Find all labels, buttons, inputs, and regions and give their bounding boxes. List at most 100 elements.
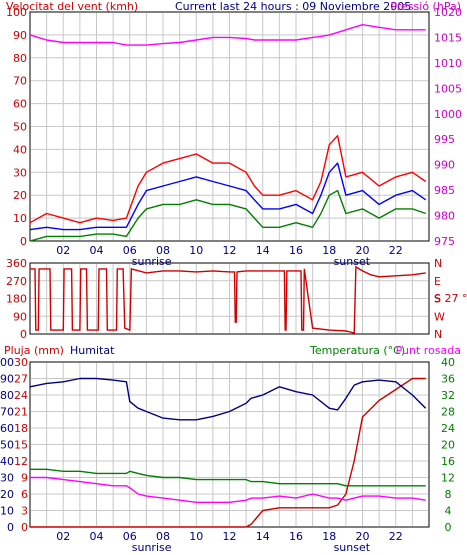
series-line-dewpoint	[30, 476, 426, 503]
pressure-y-tick-label: 1000	[434, 108, 462, 121]
x-tick-label: 08	[156, 530, 170, 543]
series-line-pressure	[29, 24, 426, 46]
humidity-y-tick-label: 80	[0, 389, 14, 402]
direction-y-tick-label: 360	[6, 257, 27, 270]
humidity-y-tick-label: 60	[0, 422, 14, 435]
wind-y-tick-label: 50	[13, 121, 27, 134]
panel-direction-frame	[29, 262, 430, 335]
pressure-y-tick-label: 1015	[434, 31, 462, 44]
temperature-y-tick-label: 12	[441, 472, 455, 485]
rain-y-tick-label: 12	[14, 455, 28, 468]
humidity-y-tick-label: 10	[0, 505, 14, 518]
direction-y-tick-label: 270	[6, 275, 27, 288]
temperature-y-tick-label: 16	[441, 455, 455, 468]
grid-layer	[31, 13, 428, 526]
rain-y-tick-label: 6	[21, 488, 28, 501]
rain-title: Pluja (mm)	[4, 344, 64, 357]
series-line-direction	[30, 265, 426, 334]
rain-y-tick-label: 9	[21, 472, 28, 485]
x-tick-label: 04	[90, 244, 104, 257]
rain-y-tick-label: 30	[14, 356, 28, 369]
current-direction: S 27 °	[434, 292, 467, 305]
direction-compass-label: W	[434, 310, 445, 323]
pressure-y-tick-label: 990	[434, 159, 455, 172]
humidity-y-tick-label: 100	[0, 356, 14, 369]
wind-y-tick-label: 10	[13, 212, 27, 225]
current-date-title: Current last 24 hours : 09 Noviembre 200…	[175, 0, 411, 13]
x-tick-label: 16	[289, 244, 303, 257]
wind-y-tick-label: 20	[13, 189, 27, 202]
x-tick-label: 18	[322, 244, 336, 257]
series-line-min	[29, 189, 426, 242]
wind-y-tick-label: 100	[6, 6, 27, 19]
x-tick-label: 20	[356, 244, 370, 257]
pressure-y-tick-label: 985	[434, 184, 455, 197]
series-line-humidity	[29, 377, 427, 421]
x-tick-label: 14	[256, 244, 270, 257]
humidity-y-tick-label: 90	[0, 373, 14, 386]
humidity-title: Humitat	[70, 344, 115, 357]
temperature-y-tick-label: 36	[441, 373, 455, 386]
wind-title: Velocitat del vent (kmh)	[6, 0, 138, 13]
x-tick-label: 18	[322, 530, 336, 543]
humidity-y-tick-label: 20	[0, 488, 14, 501]
x-tick-label: 10	[189, 530, 203, 543]
x-tick-label: 10	[189, 244, 203, 257]
pressure-y-tick-label: 1010	[434, 57, 462, 70]
x-tick-label: 06	[123, 244, 137, 257]
humidity-y-tick-label: 0	[7, 521, 14, 534]
rain-y-tick-label: 21	[14, 406, 28, 419]
temperature-y-tick-label: 20	[441, 439, 455, 452]
sunset-label: sunset	[334, 541, 371, 554]
wind-y-tick-label: 70	[13, 75, 27, 88]
x-tick-label: 20	[356, 530, 370, 543]
humidity-y-tick-label: 30	[0, 472, 14, 485]
sunrise-label: sunrise	[132, 541, 172, 554]
x-tick-label: 04	[90, 530, 104, 543]
rain-y-tick-label: 15	[14, 439, 28, 452]
pressure-y-tick-label: 995	[434, 133, 455, 146]
pressure-y-tick-label: 980	[434, 210, 455, 223]
direction-y-tick-label: 0	[20, 328, 27, 341]
wind-y-tick-label: 30	[13, 166, 27, 179]
x-tick-label: 22	[389, 530, 403, 543]
pressure-title: Pressió (hPa)	[390, 0, 461, 13]
x-tick-label: 16	[289, 530, 303, 543]
humidity-y-tick-label: 70	[0, 406, 14, 419]
x-tick-label: 02	[56, 244, 70, 257]
x-tick-label: 12	[223, 244, 237, 257]
direction-compass-label: E	[434, 275, 441, 288]
sunrise-label: sunrise	[132, 255, 172, 268]
temperature-y-tick-label: 4	[445, 505, 452, 518]
temperature-title: Temperatura (°C)	[309, 344, 405, 357]
wind-y-tick-label: 90	[13, 29, 27, 42]
x-tick-label: 08	[156, 244, 170, 257]
panel-wind-frame	[29, 11, 430, 242]
pressure-y-tick-label: 1005	[434, 82, 462, 95]
series-line-max	[29, 134, 427, 224]
x-tick-label: 14	[256, 530, 270, 543]
series-layer	[29, 24, 427, 528]
x-tick-label: 06	[123, 530, 137, 543]
temperature-y-tick-label: 40	[441, 356, 455, 369]
direction-compass-label: S	[434, 293, 441, 306]
rain-y-tick-label: 24	[14, 389, 28, 402]
series-line-rain	[30, 377, 426, 528]
x-tick-label: 22	[389, 244, 403, 257]
rain-y-tick-label: 3	[21, 505, 28, 518]
wind-y-tick-label: 40	[13, 143, 27, 156]
wind-y-tick-label: 60	[13, 98, 27, 111]
rain-y-tick-label: 0	[21, 521, 28, 534]
humidity-y-tick-label: 50	[0, 439, 14, 452]
temperature-y-tick-label: 32	[441, 389, 455, 402]
sunset-label: sunset	[334, 255, 371, 268]
temperature-y-tick-label: 28	[441, 406, 455, 419]
temperature-y-tick-label: 24	[441, 422, 455, 435]
wind-y-tick-label: 0	[20, 235, 27, 248]
pressure-y-tick-label: 975	[434, 235, 455, 248]
direction-compass-label: N	[434, 328, 442, 341]
dewpoint-title: Punt rosada	[396, 344, 461, 357]
temperature-y-tick-label: 8	[445, 488, 452, 501]
